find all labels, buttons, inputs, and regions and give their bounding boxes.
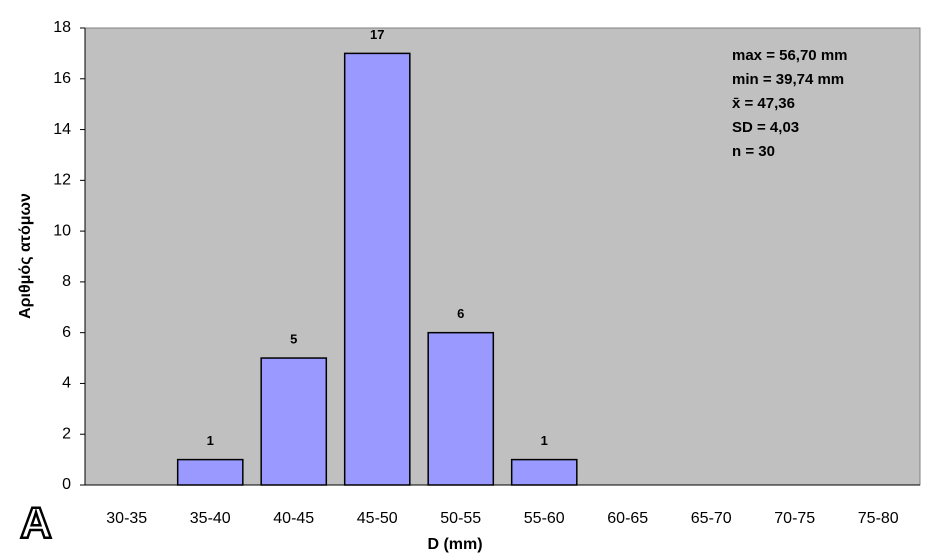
y-tick-label: 14: [53, 121, 71, 138]
x-tick-label: 70-75: [774, 510, 815, 527]
annotation: x̄ = 47,36: [732, 95, 795, 112]
y-tick-label: 16: [53, 70, 71, 87]
bar: [260, 357, 328, 486]
x-tick-label: 60-65: [607, 510, 648, 527]
y-tick-label: 6: [62, 324, 71, 341]
y-tick-label: 12: [53, 172, 71, 189]
data-label: 5: [290, 331, 297, 346]
x-tick-label: 50-55: [440, 510, 481, 527]
x-tick-label: 40-45: [273, 510, 314, 527]
bar: [427, 331, 495, 486]
data-label: 1: [541, 433, 548, 448]
plot-area: [84, 27, 921, 486]
bar: [343, 52, 411, 486]
y-tick-label: 2: [62, 425, 71, 442]
data-label: 6: [457, 306, 464, 321]
annotation: max = 56,70 mm: [732, 47, 848, 64]
annotation: n = 30: [732, 143, 775, 160]
annotation: SD = 4,03: [732, 119, 799, 136]
data-label: 1: [207, 433, 214, 448]
data-label: 17: [370, 27, 384, 42]
bar: [176, 458, 244, 486]
y-tick-label: 0: [62, 476, 71, 493]
x-tick-label: 35-40: [190, 510, 231, 527]
x-tick-label: 55-60: [524, 510, 565, 527]
y-tick-label: 10: [53, 222, 71, 239]
y-tick-label: 4: [62, 375, 71, 392]
x-tick-label: 65-70: [691, 510, 732, 527]
x-axis-label: D (mm): [427, 536, 482, 553]
x-tick-label: 75-80: [858, 510, 899, 527]
y-axis-label: Αριθμός ατόμων: [17, 193, 34, 319]
y-tick-label: 8: [62, 273, 71, 290]
bar: [510, 458, 578, 486]
annotation: min = 39,74 mm: [732, 71, 844, 88]
x-tick-label: 45-50: [357, 510, 398, 527]
x-tick-label: 30-35: [106, 510, 147, 527]
panel-label: A: [20, 499, 52, 548]
y-tick-label: 18: [53, 19, 71, 36]
